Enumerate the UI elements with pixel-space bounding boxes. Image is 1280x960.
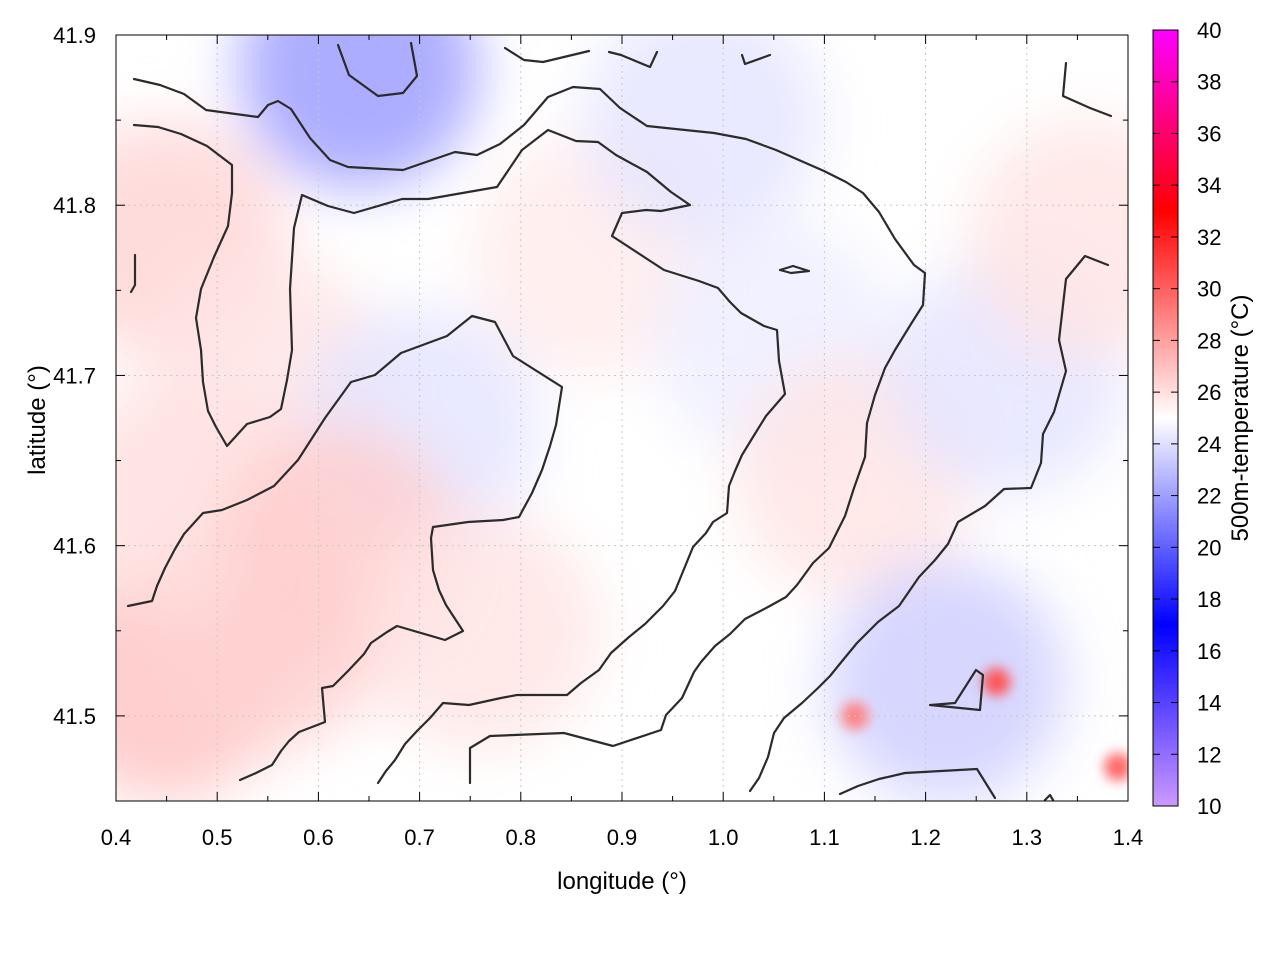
contour-line bbox=[607, 50, 659, 69]
contour-line bbox=[503, 46, 591, 64]
colorbar-tick-label: 12 bbox=[1197, 742, 1221, 767]
x-tick-label: 0.5 bbox=[202, 825, 233, 850]
x-tick-label: 1.1 bbox=[809, 825, 840, 850]
colorbar-tick-label: 24 bbox=[1197, 432, 1221, 457]
temperature-region bbox=[360, 510, 601, 751]
colorbar-title: 500m-temperature (°C) bbox=[1227, 294, 1254, 541]
colorbar-tick-label: 32 bbox=[1197, 225, 1221, 250]
y-tick-label: 41.6 bbox=[53, 534, 96, 559]
x-tick-label: 0.7 bbox=[404, 825, 435, 850]
x-tick-label: 1.3 bbox=[1012, 825, 1043, 850]
x-tick-label: 0.4 bbox=[101, 825, 132, 850]
colorbar-tick-label: 38 bbox=[1197, 70, 1221, 95]
contour-line bbox=[928, 668, 985, 712]
x-axis-title: longitude (°) bbox=[557, 868, 687, 895]
temperature-region bbox=[238, 35, 479, 190]
x-tick-label: 1.4 bbox=[1113, 825, 1144, 850]
contour-lines bbox=[126, 41, 1113, 801]
x-tick-label: 0.9 bbox=[607, 825, 638, 850]
contour-line bbox=[336, 41, 419, 98]
temperature-region bbox=[967, 119, 1128, 360]
colorbar-tick-label: 16 bbox=[1197, 639, 1221, 664]
colorbar-tick-label: 26 bbox=[1197, 380, 1221, 405]
contour-line bbox=[132, 123, 787, 785]
colorbar-tick-label: 28 bbox=[1197, 328, 1221, 353]
contour-line bbox=[1061, 61, 1113, 118]
y-axis: 41.5 41.6 41.7 41.8 41.9 bbox=[53, 23, 1128, 729]
colorbar: 10 12 14 16 18 20 22 24 26 28 30 32 34 36 38 40 500m-te… bbox=[1152, 18, 1254, 819]
contour-line bbox=[740, 53, 772, 66]
temperature-field bbox=[116, 35, 1128, 801]
y-tick-label: 41.9 bbox=[53, 23, 96, 48]
temperature-region bbox=[582, 35, 823, 241]
colorbar-tick-label: 30 bbox=[1197, 277, 1221, 302]
colorbar-tick-label: 18 bbox=[1197, 587, 1221, 612]
colorbar-tick-label: 10 bbox=[1197, 794, 1221, 819]
x-axis: 0.4 0.5 0.6 0.7 0.8 0.9 1.0 1.1 1.2 1.3 1.4 bbox=[101, 35, 1144, 850]
y-tick-label: 41.8 bbox=[53, 193, 96, 218]
y-tick-label: 41.7 bbox=[53, 363, 96, 388]
heatmap-plot-area bbox=[116, 35, 1128, 801]
temperature-region bbox=[825, 561, 1066, 801]
colorbar-tick-label: 22 bbox=[1197, 484, 1221, 509]
colorbar-tick-label: 34 bbox=[1197, 173, 1221, 198]
y-axis-title: latitude (°) bbox=[24, 365, 51, 475]
x-tick-label: 1.0 bbox=[708, 825, 739, 850]
y-tick-label: 41.5 bbox=[53, 704, 96, 729]
x-tick-label: 0.6 bbox=[303, 825, 334, 850]
contour-line bbox=[132, 77, 927, 785]
hotspot bbox=[982, 667, 1011, 696]
contour-line bbox=[838, 767, 997, 800]
colorbar-tick-label: 20 bbox=[1197, 535, 1221, 560]
contour-line bbox=[778, 264, 811, 275]
contour-line bbox=[129, 253, 137, 294]
contour-line bbox=[126, 314, 564, 782]
grid-lines bbox=[116, 35, 1128, 801]
temperature-hotspots bbox=[840, 667, 1128, 781]
colorbar-tick-label: 40 bbox=[1197, 18, 1221, 43]
x-tick-label: 1.2 bbox=[910, 825, 941, 850]
x-tick-label: 0.8 bbox=[506, 825, 537, 850]
colorbar-tick-label: 14 bbox=[1197, 691, 1221, 716]
contour-line bbox=[1043, 793, 1055, 801]
colorbar-tick-label: 36 bbox=[1197, 121, 1221, 146]
hotspot bbox=[1103, 752, 1128, 781]
contour-line bbox=[748, 254, 1110, 793]
colorbar-gradient bbox=[1152, 29, 1179, 807]
colorbar-ticks: 10 12 14 16 18 20 22 24 26 28 30 32 34 36 38 40 bbox=[1153, 18, 1221, 819]
